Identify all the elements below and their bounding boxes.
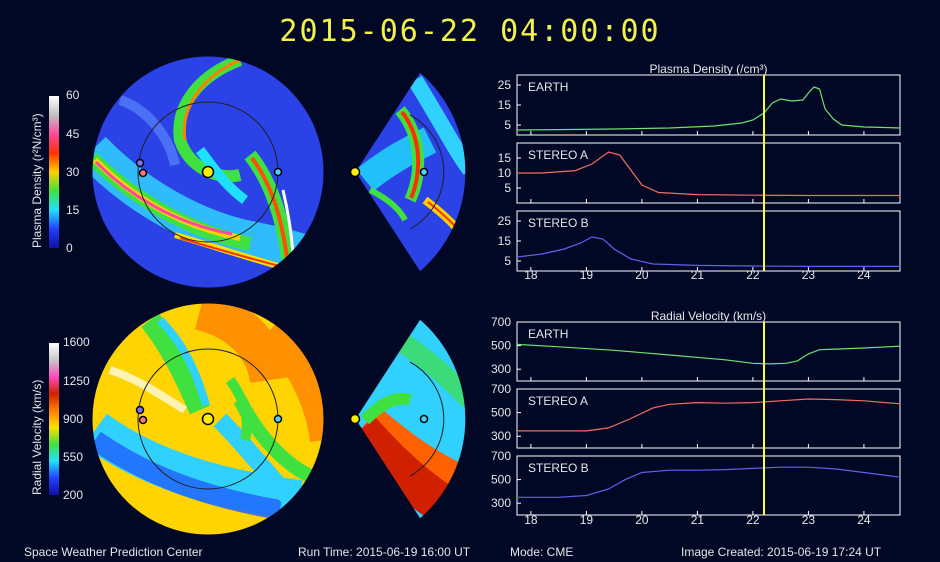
footer-center-name: Space Weather Prediction Center bbox=[24, 545, 203, 559]
x-tick-label: 22 bbox=[746, 268, 760, 282]
panel-label: STEREO A bbox=[528, 394, 588, 408]
x-tick-label: 20 bbox=[635, 513, 649, 527]
series-line bbox=[517, 151, 900, 197]
x-tick-label: 18 bbox=[524, 513, 538, 527]
panel-label: STEREO B bbox=[528, 461, 589, 475]
plot-frame bbox=[516, 388, 901, 449]
velocity-tick: 200 bbox=[63, 488, 84, 502]
y-tick-label: 500 bbox=[491, 473, 511, 487]
velocity-tick: 900 bbox=[63, 412, 84, 426]
y-tick-label: 15 bbox=[498, 98, 512, 112]
series-line bbox=[516, 236, 900, 267]
plot-frame bbox=[516, 321, 901, 382]
y-tick-label: 15 bbox=[498, 234, 512, 248]
x-tick-label: 19 bbox=[580, 268, 594, 282]
earth-marker bbox=[419, 167, 429, 177]
y-tick-label: 15 bbox=[498, 151, 512, 165]
density-tick: 30 bbox=[66, 165, 80, 179]
velocity-tick: 1250 bbox=[63, 374, 90, 388]
timestamp-title: 2015-06-22 04:00:00 bbox=[279, 14, 661, 49]
x-tick-label: 24 bbox=[857, 513, 871, 527]
panel-label: EARTH bbox=[528, 80, 568, 94]
x-tick-label: 21 bbox=[691, 268, 705, 282]
y-tick-label: 25 bbox=[498, 214, 512, 228]
y-tick-label: 500 bbox=[491, 339, 511, 353]
series-line bbox=[517, 398, 901, 432]
y-tick-label: 500 bbox=[491, 406, 511, 420]
sun-marker bbox=[201, 165, 215, 179]
sun-marker bbox=[349, 166, 361, 178]
density-tick: 60 bbox=[66, 88, 80, 102]
velocity-plot-title: Radial Velocity (km/s) bbox=[650, 309, 767, 323]
density-colorbar bbox=[49, 96, 59, 248]
x-tick-label: 19 bbox=[580, 513, 594, 527]
density-tick: 15 bbox=[66, 203, 80, 217]
x-tick-label: 21 bbox=[691, 513, 705, 527]
footer-image-created: Image Created: 2015-06-19 17:24 UT bbox=[681, 545, 882, 559]
x-tick-label: 20 bbox=[635, 268, 649, 282]
y-tick-label: 700 bbox=[491, 382, 511, 396]
y-tick-label: 700 bbox=[491, 315, 511, 329]
spacecraft-markers bbox=[135, 158, 429, 426]
series-line bbox=[516, 343, 901, 365]
y-tick-label: 10 bbox=[498, 166, 512, 180]
earth-marker bbox=[273, 167, 283, 177]
series-line bbox=[516, 86, 901, 131]
stereo-b-marker bbox=[135, 405, 145, 415]
velocity-tick: 1600 bbox=[63, 335, 90, 349]
panel-label: STEREO B bbox=[528, 216, 589, 230]
earth-marker bbox=[419, 414, 429, 424]
x-tick-label: 23 bbox=[802, 513, 816, 527]
velocity-colorbar bbox=[49, 343, 59, 495]
panel-label: EARTH bbox=[528, 327, 568, 341]
earth-marker bbox=[273, 414, 283, 424]
y-tick-label: 300 bbox=[491, 429, 511, 443]
panel-label: STEREO A bbox=[528, 148, 588, 162]
series-line bbox=[517, 466, 901, 498]
sun-marker bbox=[349, 413, 361, 425]
sun-marker bbox=[201, 412, 215, 426]
y-tick-label: 5 bbox=[504, 254, 511, 268]
y-tick-label: 5 bbox=[504, 118, 511, 132]
velocity-tick: 550 bbox=[63, 450, 84, 464]
x-tick-label: 22 bbox=[746, 513, 760, 527]
x-tick-label: 23 bbox=[802, 268, 816, 282]
stereo-b-marker bbox=[135, 158, 145, 168]
y-tick-label: 5 bbox=[504, 181, 511, 195]
footer-mode: Mode: CME bbox=[510, 545, 574, 559]
y-tick-label: 300 bbox=[491, 362, 511, 376]
stereo-a-marker bbox=[138, 168, 148, 178]
density-tick: 45 bbox=[66, 127, 80, 141]
simulation-maps bbox=[91, 55, 467, 536]
y-tick-label: 700 bbox=[491, 449, 511, 463]
footer-run-time: Run Time: 2015-06-19 16:00 UT bbox=[298, 545, 471, 559]
plot-frame bbox=[516, 455, 901, 516]
x-tick-label: 18 bbox=[524, 268, 538, 282]
stereo-a-marker bbox=[138, 415, 148, 425]
density-plot-title: Plasma Density (/cm³) bbox=[649, 62, 768, 76]
y-tick-label: 300 bbox=[491, 496, 511, 510]
y-tick-label: 25 bbox=[498, 78, 512, 92]
density-tick: 0 bbox=[66, 241, 73, 255]
x-tick-label: 24 bbox=[857, 268, 871, 282]
